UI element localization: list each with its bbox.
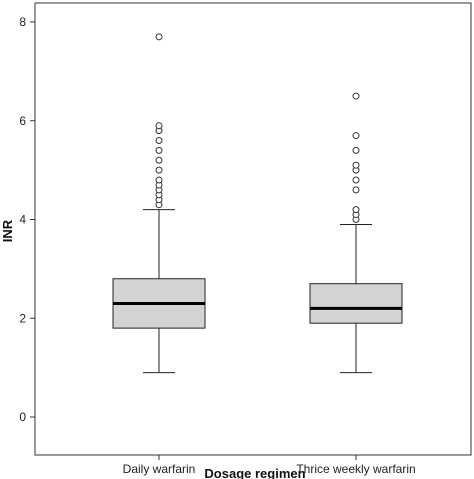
outlier-point bbox=[352, 132, 360, 140]
box-group bbox=[112, 33, 206, 374]
x-tick-label: Thrice weekly warfarin bbox=[296, 462, 415, 476]
outlier-point bbox=[352, 161, 360, 169]
outlier-point bbox=[155, 33, 163, 41]
outlier-point bbox=[352, 176, 360, 184]
boxes-layer bbox=[112, 33, 403, 374]
outlier-point bbox=[352, 206, 360, 214]
outlier-point bbox=[155, 156, 163, 164]
box-group bbox=[309, 92, 403, 374]
outlier-point bbox=[155, 122, 163, 130]
y-tick-label: 8 bbox=[19, 15, 26, 29]
y-tick-label: 2 bbox=[19, 311, 26, 325]
outlier-point bbox=[352, 92, 360, 100]
plot-frame bbox=[34, 2, 472, 456]
outlier-point bbox=[352, 186, 360, 194]
x-axis: Daily warfarin Thrice weekly warfarin bbox=[123, 455, 416, 476]
x-tick-label: Daily warfarin bbox=[123, 462, 196, 476]
x-axis-title: Dosage regimen bbox=[204, 466, 305, 479]
outlier-point bbox=[155, 166, 163, 174]
y-tick-label: 4 bbox=[19, 213, 26, 227]
outlier-point bbox=[352, 146, 360, 154]
y-axis: 0 2 4 6 8 bbox=[19, 15, 35, 424]
outlier-point bbox=[155, 137, 163, 144]
outlier-point bbox=[155, 146, 163, 154]
y-axis-title: INR bbox=[0, 219, 15, 242]
outlier-point bbox=[155, 176, 163, 184]
y-tick-label: 6 bbox=[19, 114, 26, 128]
y-tick-label: 0 bbox=[19, 410, 26, 424]
iqr-box bbox=[309, 283, 403, 324]
